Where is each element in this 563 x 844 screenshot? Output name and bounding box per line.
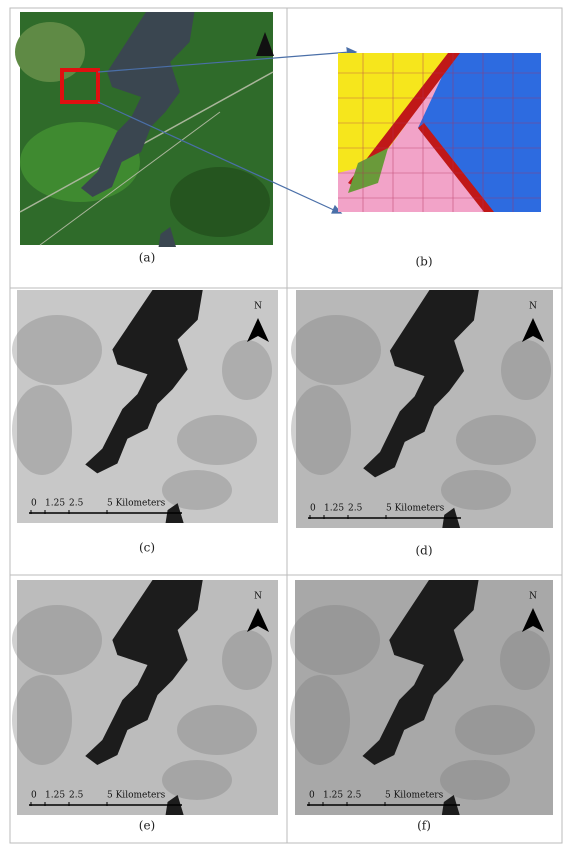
texture [12,605,102,675]
grayscale-image: N 0 1.25 2.5 5 Kilometers [291,290,553,528]
scale-label: 0 [31,499,37,509]
texture [291,385,351,475]
grayscale-image: N 0 1.25 2.5 5 Kilometers [12,580,278,815]
grayscale-image: N 0 1.25 2.5 5 Kilometers [290,580,553,815]
scale-label: 1.25 [323,791,343,801]
north-label: N [529,592,537,602]
texture [500,630,550,690]
scale-label: 0 [309,791,315,801]
scale-label: 2.5 [347,791,362,801]
texture [222,340,272,400]
texture [162,760,232,800]
scale-label: 1.25 [45,499,65,509]
caption: (e) [139,819,155,833]
scale-label: 5 Kilometers [385,791,444,801]
scale-label: 0 [31,791,37,801]
caption: (f) [417,819,431,833]
segmentation-image [338,53,541,212]
scale-label: 0 [310,504,316,514]
texture [291,315,381,385]
texture [177,415,257,465]
texture [12,315,102,385]
satellite-image [15,12,274,247]
north-label: N [529,302,537,312]
texture [290,675,350,765]
texture [12,385,72,475]
scale-label: 2.5 [69,791,84,801]
texture [456,415,536,465]
scale-label: 1.25 [324,504,344,514]
texture [177,705,257,755]
caption: (d) [415,544,432,558]
texture [501,340,551,400]
scale-label: 1.25 [45,791,65,801]
texture [222,630,272,690]
texture [441,470,511,510]
scale-label: 5 Kilometers [107,499,166,509]
scale-label: 2.5 [348,504,363,514]
texture [162,470,232,510]
scale-label: 5 Kilometers [107,791,166,801]
north-label: N [254,592,262,602]
texture [455,705,535,755]
caption: (b) [415,255,432,269]
grayscale-image: N 0 1.25 2.5 5 Kilometers [12,290,278,523]
texture [290,605,380,675]
texture [440,760,510,800]
figure: (a) (b) (c) N 0 1.25 2.5 5 Kilometers (d) N 0 1.25 2… [0,0,563,844]
scale-label: 2.5 [69,499,84,509]
texture [12,675,72,765]
caption: (a) [139,251,156,265]
north-label: N [254,302,262,312]
scale-label: 5 Kilometers [386,504,445,514]
caption: (c) [139,541,155,555]
